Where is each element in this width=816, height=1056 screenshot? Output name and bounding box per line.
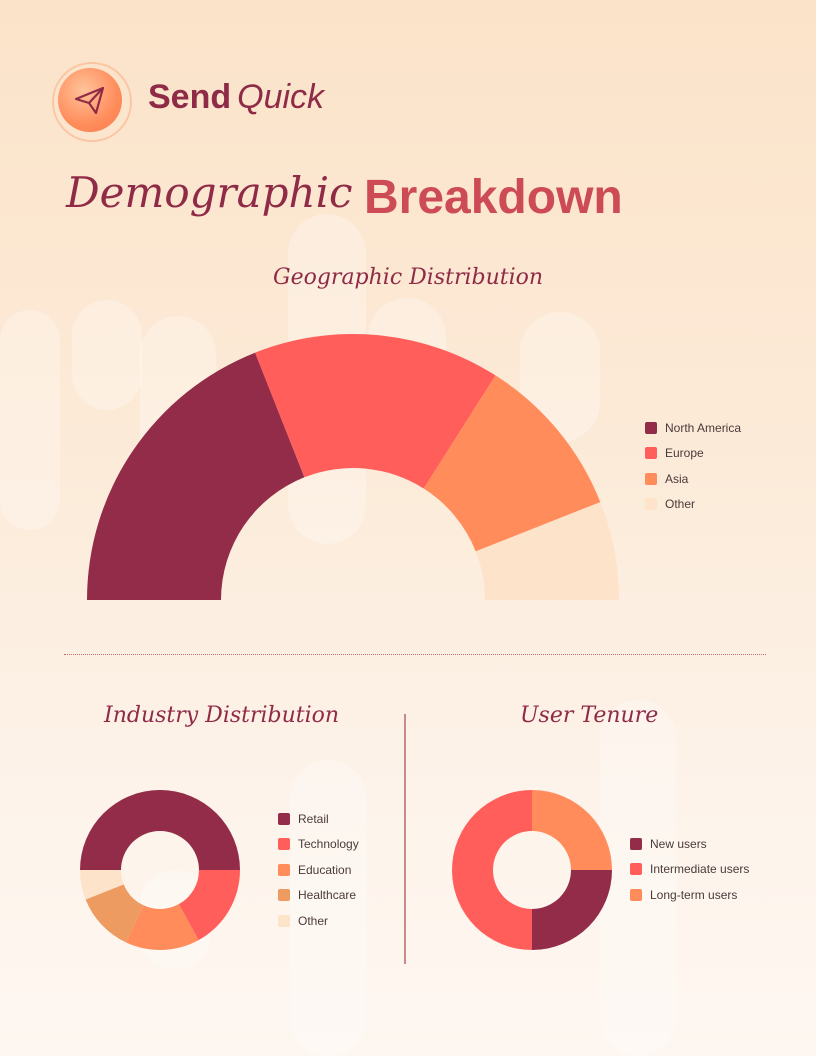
tenure-legend: New users Intermediate users Long-term use… — [630, 831, 749, 908]
legend-swatch — [630, 837, 642, 850]
legend-item-education: Education — [278, 857, 359, 883]
legend-item-other: Other — [278, 908, 359, 934]
slice-technology — [178, 870, 240, 941]
legend-item-europe: Europe — [645, 441, 741, 467]
legend-label: Intermediate users — [650, 862, 750, 877]
geographic-semi-donut-chart — [87, 334, 619, 600]
background-shape — [72, 300, 142, 410]
legend-swatch — [630, 888, 642, 901]
legend-item-retail: Retail — [278, 806, 359, 832]
industry-legend: Retail Technology Education Healthcare Other — [278, 806, 359, 934]
geographic-chart-title: Geographic Distribution — [273, 265, 544, 290]
legend-label: North America — [665, 420, 742, 435]
slice-asia — [423, 375, 601, 552]
slice-europe — [255, 334, 496, 489]
background-shape — [0, 310, 60, 530]
legend-item-long-term-users: Long-term users — [630, 882, 749, 908]
background-shape — [600, 700, 676, 1056]
legend-swatch — [278, 812, 290, 825]
legend-item-new-users: New users — [630, 831, 749, 857]
slice-long-term-users — [532, 790, 612, 870]
legend-swatch — [645, 498, 657, 511]
legend-label: Europe — [665, 446, 704, 461]
legend-swatch — [645, 421, 657, 434]
legend-swatch — [278, 914, 290, 927]
legend-label: Asia — [665, 471, 689, 486]
logo-ring — [52, 62, 132, 142]
industry-donut-chart — [80, 790, 240, 950]
page-title-part2: Breakdown — [364, 171, 623, 224]
legend-label: New users — [650, 836, 707, 851]
legend-label: Healthcare — [298, 888, 357, 903]
slice-north-america — [87, 352, 305, 600]
legend-swatch — [645, 447, 657, 460]
slice-other — [475, 502, 619, 600]
legend-item-other: Other — [645, 492, 741, 518]
section-divider — [64, 654, 766, 655]
tenure-chart-title: User Tenure — [520, 703, 659, 728]
background-shape — [290, 760, 366, 1056]
industry-chart-title: Industry Distribution — [104, 703, 340, 728]
legend-item-intermediate-users: Intermediate users — [630, 857, 749, 883]
legend-label: Other — [665, 497, 696, 512]
legend-item-technology: Technology — [278, 832, 359, 858]
legend-label: Technology — [298, 837, 359, 852]
slice-healthcare — [85, 884, 144, 943]
slice-other — [80, 870, 124, 900]
geographic-legend: North America Europe Asia Other — [645, 415, 741, 517]
brand-name-italic: Quick — [237, 78, 325, 116]
brand-name-bold: Send — [148, 78, 232, 116]
legend-swatch — [645, 472, 657, 485]
slice-retail — [80, 790, 240, 870]
brand-name: Send Quick — [148, 78, 324, 117]
legend-swatch — [630, 863, 642, 876]
slice-education — [125, 904, 199, 950]
column-divider — [404, 714, 406, 964]
paper-plane-icon — [74, 86, 105, 115]
legend-swatch — [278, 838, 290, 851]
legend-label: Other — [298, 913, 329, 928]
page-title-part1: Demographic — [66, 168, 353, 217]
logo-badge — [58, 68, 122, 132]
legend-item-north-america: North America — [645, 415, 741, 441]
slice-intermediate-users — [452, 790, 532, 950]
legend-item-asia: Asia — [645, 466, 741, 492]
slice-new-users — [532, 870, 612, 950]
tenure-donut-chart — [452, 790, 612, 950]
legend-swatch — [278, 889, 290, 902]
legend-item-healthcare: Healthcare — [278, 883, 359, 909]
legend-label: Retail — [298, 811, 329, 826]
legend-swatch — [278, 863, 290, 876]
legend-label: Long-term users — [650, 887, 738, 902]
legend-label: Education — [298, 862, 352, 877]
